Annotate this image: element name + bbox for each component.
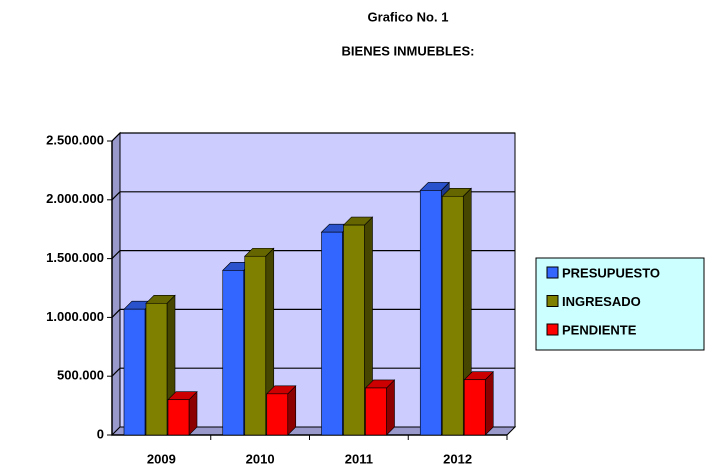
x-tick-label: 2011 — [345, 451, 373, 466]
bar — [123, 308, 146, 436]
x-tick-label: 2012 — [443, 451, 472, 466]
bar — [244, 255, 267, 436]
bar — [222, 270, 245, 436]
grid-line — [111, 191, 515, 201]
legend-swatch — [546, 295, 559, 307]
bar — [441, 195, 464, 436]
legend-box — [535, 257, 705, 351]
x-tick-label: 2009 — [147, 451, 176, 466]
grid-line — [111, 250, 515, 260]
legend-swatch — [546, 266, 559, 279]
grid-line — [111, 308, 515, 318]
bar — [365, 387, 387, 436]
legend-label: PENDIENTE — [562, 322, 637, 337]
side-wall — [111, 131, 121, 437]
grid-line — [111, 367, 515, 377]
bar — [145, 302, 168, 436]
bar — [463, 379, 486, 436]
chart-title: Grafico No. 1 — [368, 9, 449, 24]
bar — [266, 393, 289, 436]
y-tick-label: 2.000.000 — [46, 191, 104, 206]
legend-label: INGRESADO — [562, 294, 641, 309]
bar-side — [484, 371, 494, 436]
y-tick-label: 0 — [97, 426, 104, 441]
bar — [419, 190, 442, 436]
x-tick-label: 2010 — [246, 451, 275, 466]
legend-label: PRESUPUESTO — [562, 265, 660, 280]
y-tick-label: 500.000 — [57, 368, 104, 383]
y-tick-label: 1.000.000 — [46, 309, 104, 324]
y-tick-label: 2.500.000 — [46, 132, 104, 147]
legend-swatch — [546, 323, 559, 336]
grid-line — [111, 132, 515, 142]
bar-side — [287, 385, 297, 436]
bar-side — [386, 379, 395, 436]
bar — [321, 231, 343, 436]
chart-subtitle: BIENES INMUEBLES: — [342, 43, 475, 58]
bar — [343, 224, 365, 436]
y-tick-label: 1.500.000 — [46, 250, 104, 265]
bar — [167, 399, 190, 436]
